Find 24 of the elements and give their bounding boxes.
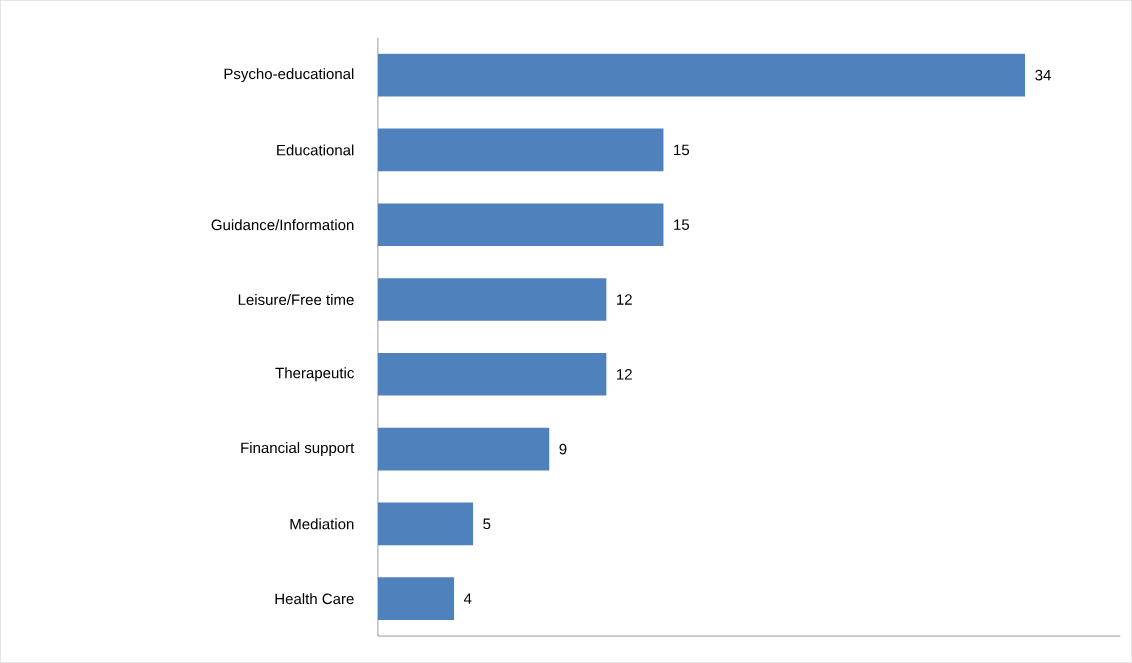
bar: [377, 203, 664, 247]
bar: [377, 502, 474, 546]
data-label: 5: [483, 518, 491, 530]
y-tick-label: Health Care: [275, 593, 354, 605]
y-tick-label: Leisure/Free time: [238, 294, 354, 306]
bar: [377, 53, 1026, 97]
y-tick-label: Educational: [277, 144, 354, 156]
bar: [377, 427, 550, 471]
data-label: 15: [674, 144, 690, 156]
data-label: 4: [463, 593, 472, 604]
data-label: 12: [617, 294, 632, 305]
bar: [377, 577, 455, 621]
y-tick-label: Mediation: [290, 518, 354, 530]
data-label: 9: [559, 443, 567, 455]
bar: [377, 278, 607, 321]
y-tick-label: Therapeutic: [275, 367, 354, 382]
y-tick-label: Psycho-educational: [224, 68, 354, 83]
data-label: 12: [617, 369, 632, 380]
data-label: 34: [1035, 69, 1051, 81]
bar: [377, 128, 664, 172]
y-tick-label: Guidance/Information: [211, 219, 354, 231]
data-label: 15: [674, 219, 690, 231]
bar: [377, 353, 607, 396]
y-tick-label: Financial support: [241, 442, 355, 457]
